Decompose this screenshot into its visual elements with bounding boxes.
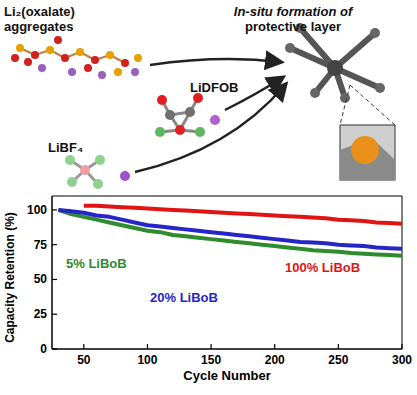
x-tick-label: 200 xyxy=(265,353,285,367)
atom xyxy=(38,64,46,72)
x-tick xyxy=(83,344,84,349)
atom xyxy=(11,54,19,62)
atom xyxy=(16,44,24,52)
x-tick xyxy=(210,344,211,349)
x-tick-label: 250 xyxy=(328,353,348,367)
y-tick xyxy=(52,314,57,315)
diagram-label: LiDFOB xyxy=(190,80,238,95)
y-tick-label: 0 xyxy=(40,342,47,356)
inset xyxy=(340,125,395,180)
y-tick xyxy=(52,244,57,245)
arrow xyxy=(150,59,280,65)
series-line xyxy=(84,206,402,224)
atom xyxy=(80,165,90,175)
atom xyxy=(155,127,165,137)
y-tick-label: 50 xyxy=(34,272,48,286)
y-tick-label: 25 xyxy=(34,307,48,321)
atom xyxy=(195,127,205,137)
structure-node xyxy=(370,28,380,38)
arrow xyxy=(135,85,285,172)
zoom-line xyxy=(340,85,350,125)
diagram: Li₂(oxalate)aggregates In-situ formation … xyxy=(4,4,395,189)
series-line xyxy=(58,210,402,256)
series-label: 5% LiBoB xyxy=(66,256,127,271)
frame-right xyxy=(402,196,403,349)
figure: Li₂(oxalate)aggregates In-situ formation … xyxy=(0,0,417,395)
structure-node xyxy=(310,88,320,98)
y-tick-label: 75 xyxy=(34,238,48,252)
atom xyxy=(95,155,105,165)
x-tick-label: 100 xyxy=(137,353,157,367)
x-tick xyxy=(338,344,339,349)
x-axis xyxy=(52,348,402,350)
atom xyxy=(210,115,220,125)
x-axis-label: Cycle Number xyxy=(183,368,270,383)
atom xyxy=(98,71,106,79)
x-tick xyxy=(274,344,275,349)
atom xyxy=(54,36,62,44)
atom xyxy=(68,68,76,76)
plot-area xyxy=(58,206,402,256)
zoom-line xyxy=(350,85,395,125)
atom xyxy=(61,54,69,62)
frame-top xyxy=(52,196,402,197)
structure-node xyxy=(340,93,350,103)
atom xyxy=(76,48,84,56)
atom xyxy=(114,68,122,76)
x-tick-label: 300 xyxy=(392,353,412,367)
atom xyxy=(121,59,129,67)
atom xyxy=(134,54,142,62)
diagram-label: LiBF₄ xyxy=(48,140,83,155)
atom xyxy=(131,68,139,76)
atom xyxy=(157,95,167,105)
atom xyxy=(93,179,103,189)
diagram-label: In-situ formation of xyxy=(234,4,354,19)
x-tick xyxy=(147,344,148,349)
atom xyxy=(31,51,39,59)
chart: 50 100 150 200 250 300 0 25 50 75 100 Cycle Number C… xyxy=(3,196,412,383)
inset-sphere xyxy=(351,136,379,164)
atom xyxy=(46,46,54,54)
atom xyxy=(106,51,114,59)
structure-node xyxy=(285,43,295,53)
series-label: 20% LiBoB xyxy=(150,290,218,305)
structure-node xyxy=(375,83,385,93)
y-tick xyxy=(52,279,57,280)
x-tick-label: 50 xyxy=(77,353,91,367)
y-axis xyxy=(51,196,53,349)
atom xyxy=(91,56,99,64)
atom xyxy=(84,64,92,72)
x-tick xyxy=(401,344,402,349)
atom xyxy=(120,171,130,181)
structure-node xyxy=(327,60,343,76)
y-tick-label: 100 xyxy=(27,203,47,217)
y-tick xyxy=(52,209,57,210)
diagram-label: aggregates xyxy=(4,19,73,34)
diagram-label: protective layer xyxy=(245,19,341,34)
x-tick-label: 150 xyxy=(201,353,221,367)
series-line xyxy=(58,210,402,249)
atom xyxy=(24,58,32,66)
atom xyxy=(175,125,185,135)
series-label: 100% LiBoB xyxy=(285,260,360,275)
canvas: Li₂(oxalate)aggregates In-situ formation … xyxy=(0,0,417,395)
atom xyxy=(67,177,77,187)
atom xyxy=(185,107,195,117)
y-axis-label: Capacity Retention (%) xyxy=(3,212,17,343)
diagram-label: Li₂(oxalate) xyxy=(4,4,75,19)
atom xyxy=(65,155,75,165)
atom xyxy=(165,110,175,120)
y-tick xyxy=(52,348,57,349)
